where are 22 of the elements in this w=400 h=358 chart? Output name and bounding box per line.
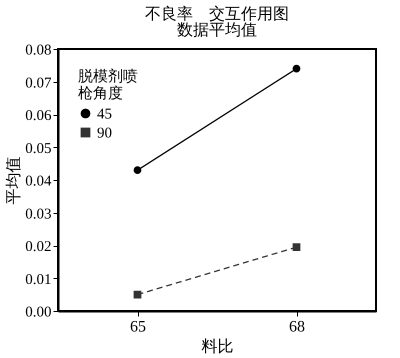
x-tick-label: 68 [289, 318, 305, 336]
point [134, 290, 142, 298]
y-tick-label: 0.02 [25, 239, 52, 255]
x-axis-title: 料比 [202, 338, 234, 356]
x-tick-label: 65 [130, 318, 146, 336]
y-tick-label: 0.00 [25, 304, 52, 320]
y-tick-label: 0.07 [25, 75, 52, 92]
y-axis-title: 平均值 [5, 156, 22, 204]
chart-subtitle: 数据平均值 [177, 22, 257, 39]
point [292, 64, 300, 73]
legend-label: 45 [97, 106, 112, 122]
y-tick-label: 0.01 [25, 272, 52, 288]
y-tick-label: 0.04 [25, 174, 52, 190]
y-tick-label: 0.08 [25, 42, 52, 58]
chart-title: 不良率 交互作用图 [145, 5, 289, 23]
legend-title: 脱模剂喷枪角度 [78, 68, 138, 102]
y-tick-label: 0.05 [25, 140, 52, 157]
legend-label: 90 [97, 126, 112, 142]
point [292, 243, 300, 252]
y-tick-label: 0.06 [25, 108, 52, 124]
y-tick-label: 0.03 [25, 206, 52, 222]
point [134, 166, 142, 174]
